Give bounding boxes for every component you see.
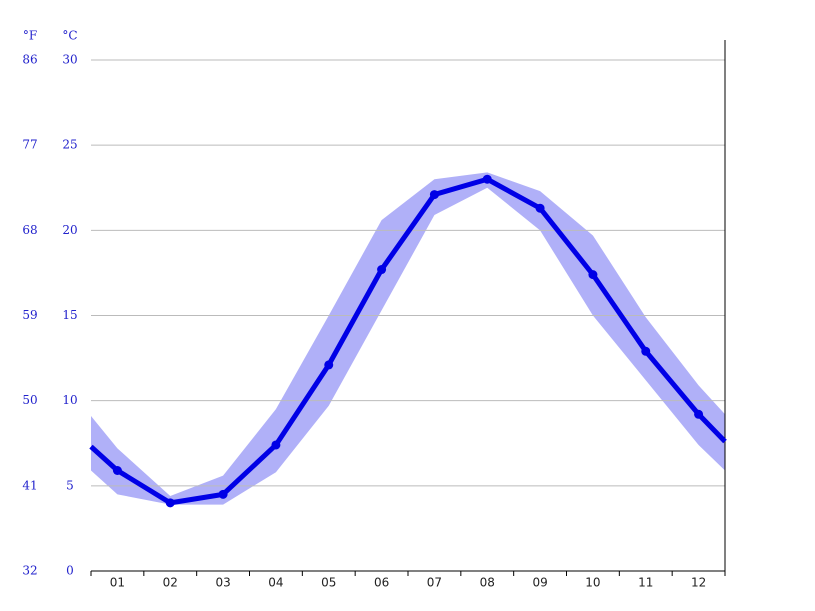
x-tick-label: 04: [268, 576, 283, 590]
y2-tick-label: 68: [22, 223, 37, 237]
y-tick-label: 15: [62, 308, 77, 322]
data-point: [641, 346, 651, 356]
x-tick-label: 11: [638, 576, 653, 590]
y-tick-label: 0: [66, 564, 74, 578]
temperature-line: [89, 176, 727, 506]
data-point: [165, 498, 175, 508]
y-tick-label: 5: [66, 478, 74, 492]
x-tick-label: 07: [427, 576, 442, 590]
data-point: [694, 409, 704, 419]
x-tick-label: 10: [585, 576, 600, 590]
y-tick-label: 10: [62, 393, 77, 407]
data-point: [482, 174, 492, 184]
data-point: [377, 265, 387, 275]
x-tick-label: 06: [374, 576, 389, 590]
y2-tick-label: 86: [22, 53, 37, 67]
data-point: [271, 440, 281, 450]
y2-tick-label: 59: [22, 308, 37, 322]
y-tick-label: 20: [62, 223, 77, 237]
y2-tick-label: 77: [22, 138, 37, 152]
data-point: [429, 190, 439, 200]
data-point: [218, 489, 228, 499]
data-point: [535, 203, 545, 213]
y-tick-label: 25: [62, 138, 77, 152]
x-tick-label: 12: [691, 576, 706, 590]
x-tick-label: 09: [532, 576, 547, 590]
data-point: [324, 360, 334, 370]
data-point: [112, 466, 122, 476]
y2-tick-label: 50: [22, 393, 37, 407]
range-band: [91, 172, 725, 505]
x-tick-label: 01: [110, 576, 125, 590]
y2-unit: °F: [23, 29, 37, 43]
y-unit: °C: [62, 29, 77, 43]
x-tick-label: 03: [215, 576, 230, 590]
y-tick-label: 30: [62, 53, 77, 67]
y2-tick-label: 41: [22, 478, 37, 492]
data-point: [588, 270, 598, 280]
x-tick-label: 05: [321, 576, 336, 590]
y2-tick-label: 32: [22, 564, 37, 578]
x-tick-label: 08: [480, 576, 495, 590]
x-tick-label: 02: [163, 576, 178, 590]
